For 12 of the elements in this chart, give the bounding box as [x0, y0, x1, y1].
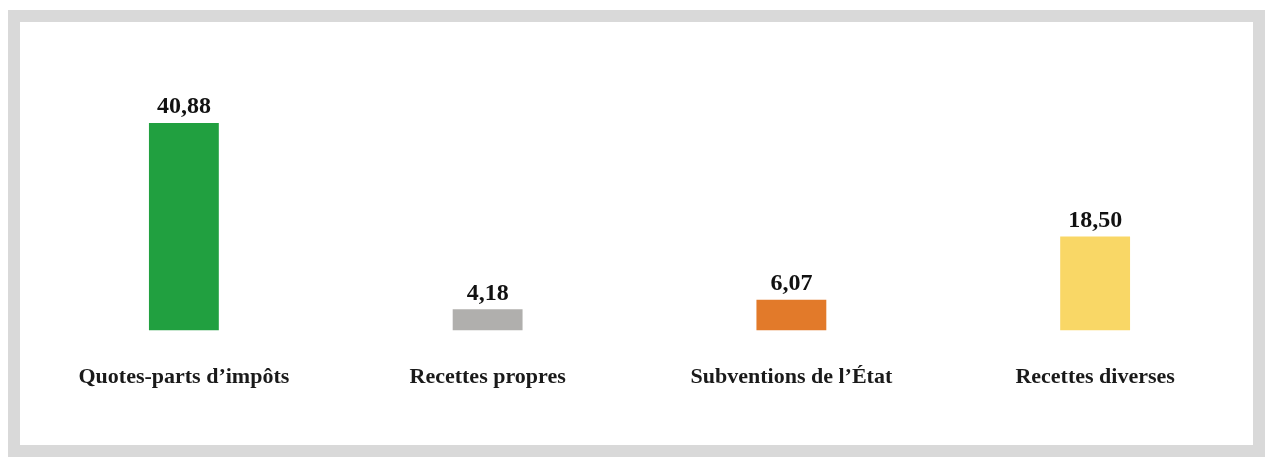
x-tick-label: Recettes diverses [1015, 363, 1176, 389]
data-label: 18,50 [1068, 205, 1123, 232]
bar [452, 309, 523, 331]
x-tick-label: Recettes propres [409, 363, 567, 389]
x-tick-label: Subventions de l’État [690, 363, 893, 389]
x-tick-label: Quotes-parts d’impôts [78, 363, 290, 389]
data-label: 4,18 [466, 278, 509, 305]
data-label: 40,88 [156, 92, 211, 119]
bar [1060, 236, 1131, 331]
bar [756, 299, 827, 331]
data-label: 6,07 [770, 268, 813, 295]
bar [148, 122, 219, 331]
